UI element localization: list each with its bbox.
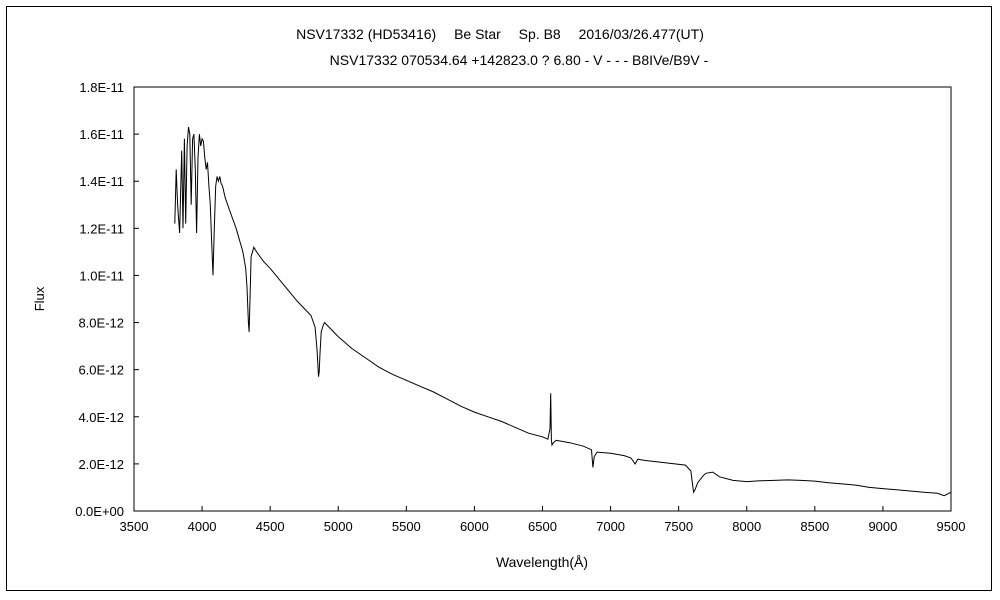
flux-series-line [174,126,952,497]
y-tick-label: 4.0E-12 [78,410,124,425]
x-tick-label: 8500 [800,519,829,534]
chart-subtitle: NSV17332 070534.64 +142823.0 ? 6.80 - V … [329,52,709,68]
x-tick-label: 9500 [937,519,966,534]
x-tick-label: 4000 [188,519,217,534]
y-tick-label: 8.0E-12 [78,316,124,331]
plot-area [133,86,952,512]
x-axis: 3500 4000 4500 5000 5500 6000 6500 7000 7500 8000… [120,506,966,534]
chart-title: NSV17332 (HD53416) Be Star Sp. B8 2016/0… [296,26,704,42]
x-tick-label: 5000 [324,519,353,534]
x-tick-label: 9000 [868,519,897,534]
y-tick-label: 0.0E+00 [75,504,124,519]
x-tick-label: 6500 [528,519,557,534]
y-tick-label: 1.4E-11 [79,174,124,189]
x-axis-label: Wavelength(Å) [496,554,588,570]
y-tick-label: 1.0E-11 [79,268,124,283]
y-axis-label: Flux [32,286,47,311]
y-tick-label: 6.0E-12 [78,363,124,378]
x-tick-label: 7000 [596,519,625,534]
y-tick-label: 1.2E-11 [79,221,124,236]
x-tick-label: 7500 [664,519,693,534]
x-tick-label: 6000 [460,519,489,534]
y-tick-label: 1.6E-11 [79,127,124,142]
x-tick-label: 4500 [256,519,285,534]
x-tick-label: 5500 [392,519,421,534]
x-tick-label: 8000 [732,519,761,534]
y-tick-label: 2.0E-12 [78,457,124,472]
x-tick-label: 3500 [120,519,149,534]
y-axis: 0.0E+00 2.0E-12 4.0E-12 6.0E-12 8.0E-12 1.0E-… [75,80,139,519]
y-tick-label: 1.8E-11 [79,80,124,95]
